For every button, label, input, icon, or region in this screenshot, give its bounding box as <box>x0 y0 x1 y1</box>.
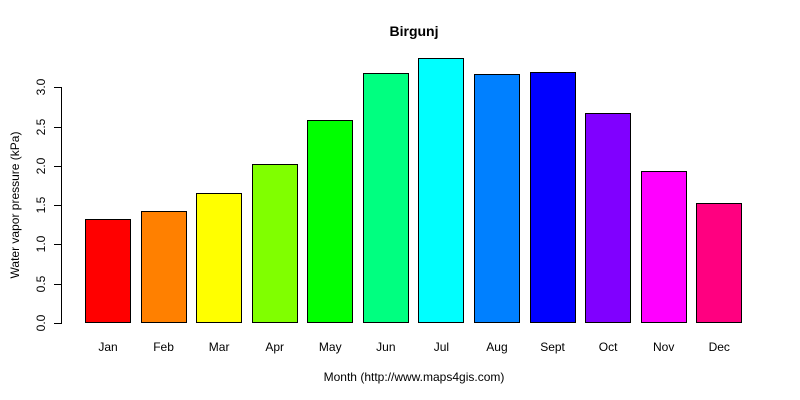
chart-title-text: Birgunj <box>389 23 439 39</box>
y-axis-tick-label-text: 2.5 <box>34 118 48 136</box>
x-axis-title-text: Month (http://www.maps4gis.com) <box>323 370 505 384</box>
x-tick-label-text: Apr <box>265 340 285 354</box>
x-tick-label-text: Jun <box>376 340 396 354</box>
bar-may <box>307 120 354 323</box>
bar-sept <box>529 71 576 323</box>
x-tick-label-text: Sept <box>540 340 565 354</box>
bar-mar <box>196 193 243 323</box>
bar-oct <box>585 113 632 323</box>
y-axis-tick <box>54 87 61 89</box>
y-axis-tick <box>54 165 61 167</box>
y-axis-tick-label-text: 1.0 <box>34 236 48 253</box>
x-tick-label-text: Nov <box>653 340 675 354</box>
y-axis-tick <box>54 244 61 246</box>
y-axis-tick-label-text: 1.5 <box>34 196 48 214</box>
y-axis-tick <box>54 126 61 128</box>
x-tick-label-text: Aug <box>486 340 508 354</box>
bar-dec <box>696 202 743 323</box>
y-axis-tick <box>54 323 61 324</box>
x-tick-label-text: Feb <box>153 340 174 354</box>
y-axis-tick <box>54 205 61 207</box>
x-tick-label-text: Oct <box>598 340 618 354</box>
y-axis-tick-label-text: 2.0 <box>34 157 48 175</box>
bar-feb <box>140 211 187 323</box>
y-axis-tick-label-text: 0.5 <box>34 275 48 293</box>
y-axis-title-text: Water vapor pressure (kPa) <box>8 131 22 279</box>
x-tick-label-text: Jul <box>433 340 450 354</box>
y-axis-tick-label-text: 3.0 <box>34 79 48 96</box>
bar-jan <box>85 219 131 323</box>
bar-aug <box>473 74 520 323</box>
bar-nov <box>640 170 687 323</box>
bar-apr <box>251 164 298 323</box>
y-axis-tick <box>54 283 61 285</box>
y-axis-tick-label-text: 0.0 <box>34 314 48 332</box>
y-axis-line <box>61 87 62 324</box>
bar-jul <box>418 57 465 323</box>
x-tick-label-text: Mar <box>208 340 230 354</box>
x-tick-label-text: Dec <box>708 340 730 354</box>
x-tick-label-text: Jan <box>98 340 118 354</box>
x-tick-label-text: May <box>318 340 342 354</box>
bar-jun <box>362 73 409 323</box>
